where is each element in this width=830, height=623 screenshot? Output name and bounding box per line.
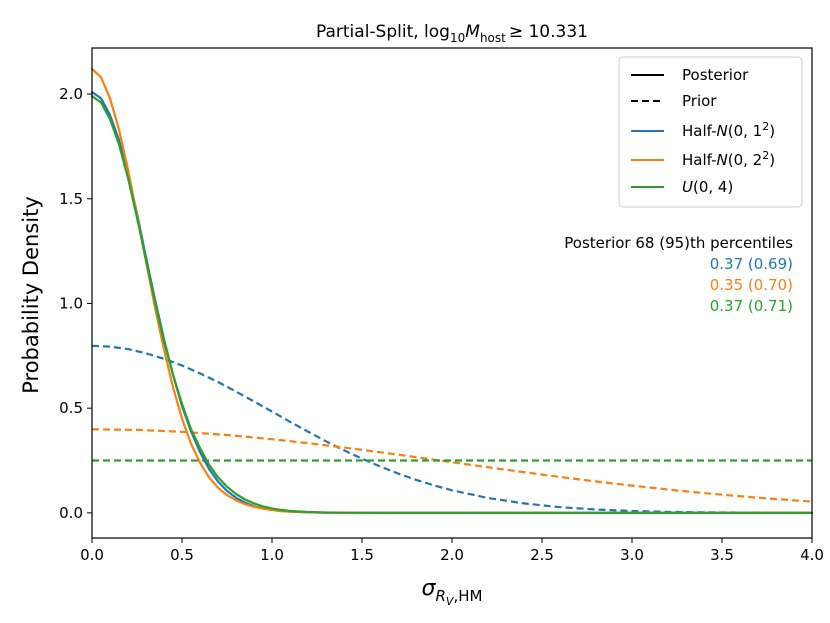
- legend: Posterior Prior Half-N(0, 12) Half-N(0, …: [618, 56, 803, 208]
- x-tick-label: 2.0: [440, 546, 464, 564]
- chart-title: Partial-Split, log10Mhost ≥ 10.331: [316, 22, 588, 45]
- legend-box: [618, 56, 803, 208]
- percentiles-header: Posterior 68 (95)th percentiles: [564, 234, 793, 252]
- y-tick-label: 1.0: [59, 294, 83, 312]
- legend-label-uniform: U(0, 4): [682, 178, 733, 196]
- percentiles-annotation: Posterior 68 (95)th percentiles 0.37 (0.…: [564, 234, 793, 315]
- series-line-prior-half-n-0-1: [91, 344, 813, 514]
- percentile-uniform: 0.37 (0.71): [710, 297, 793, 315]
- x-tick-label: 1.0: [260, 546, 284, 564]
- x-axis: 0.0 0.5 1.0 1.5 2.0 2.5 3.0 3.5 4.0: [80, 538, 824, 564]
- x-tick-label: 3.0: [620, 546, 644, 564]
- percentile-half-n-2: 0.35 (0.70): [710, 276, 793, 294]
- series-layer: [90, 67, 814, 515]
- x-axis-label: σRV,HM: [422, 576, 483, 608]
- x-tick-label: 1.5: [350, 546, 374, 564]
- legend-label-half-n-1: Half-N(0, 12): [682, 120, 775, 140]
- x-tick-label: 3.5: [710, 546, 734, 564]
- y-tick-label: 0.0: [59, 504, 83, 522]
- x-tick-label: 4.0: [800, 546, 824, 564]
- x-tick-label: 2.5: [530, 546, 554, 564]
- y-tick-label: 1.5: [59, 190, 83, 208]
- legend-label-prior: Prior: [682, 92, 717, 110]
- y-tick-label: 2.0: [59, 85, 83, 103]
- series-line-posterior-u-0-4: [90, 95, 814, 515]
- legend-label-posterior: Posterior: [682, 66, 749, 84]
- y-tick-label: 0.5: [59, 399, 83, 417]
- y-axis: 0.0 0.5 1.0 1.5 2.0: [59, 85, 92, 522]
- y-axis-label: Probability Density: [19, 196, 43, 394]
- x-tick-label: 0.0: [80, 546, 104, 564]
- percentile-half-n-1: 0.37 (0.69): [710, 255, 793, 273]
- legend-label-half-n-2: Half-N(0, 22): [682, 149, 775, 169]
- x-tick-label: 0.5: [170, 546, 194, 564]
